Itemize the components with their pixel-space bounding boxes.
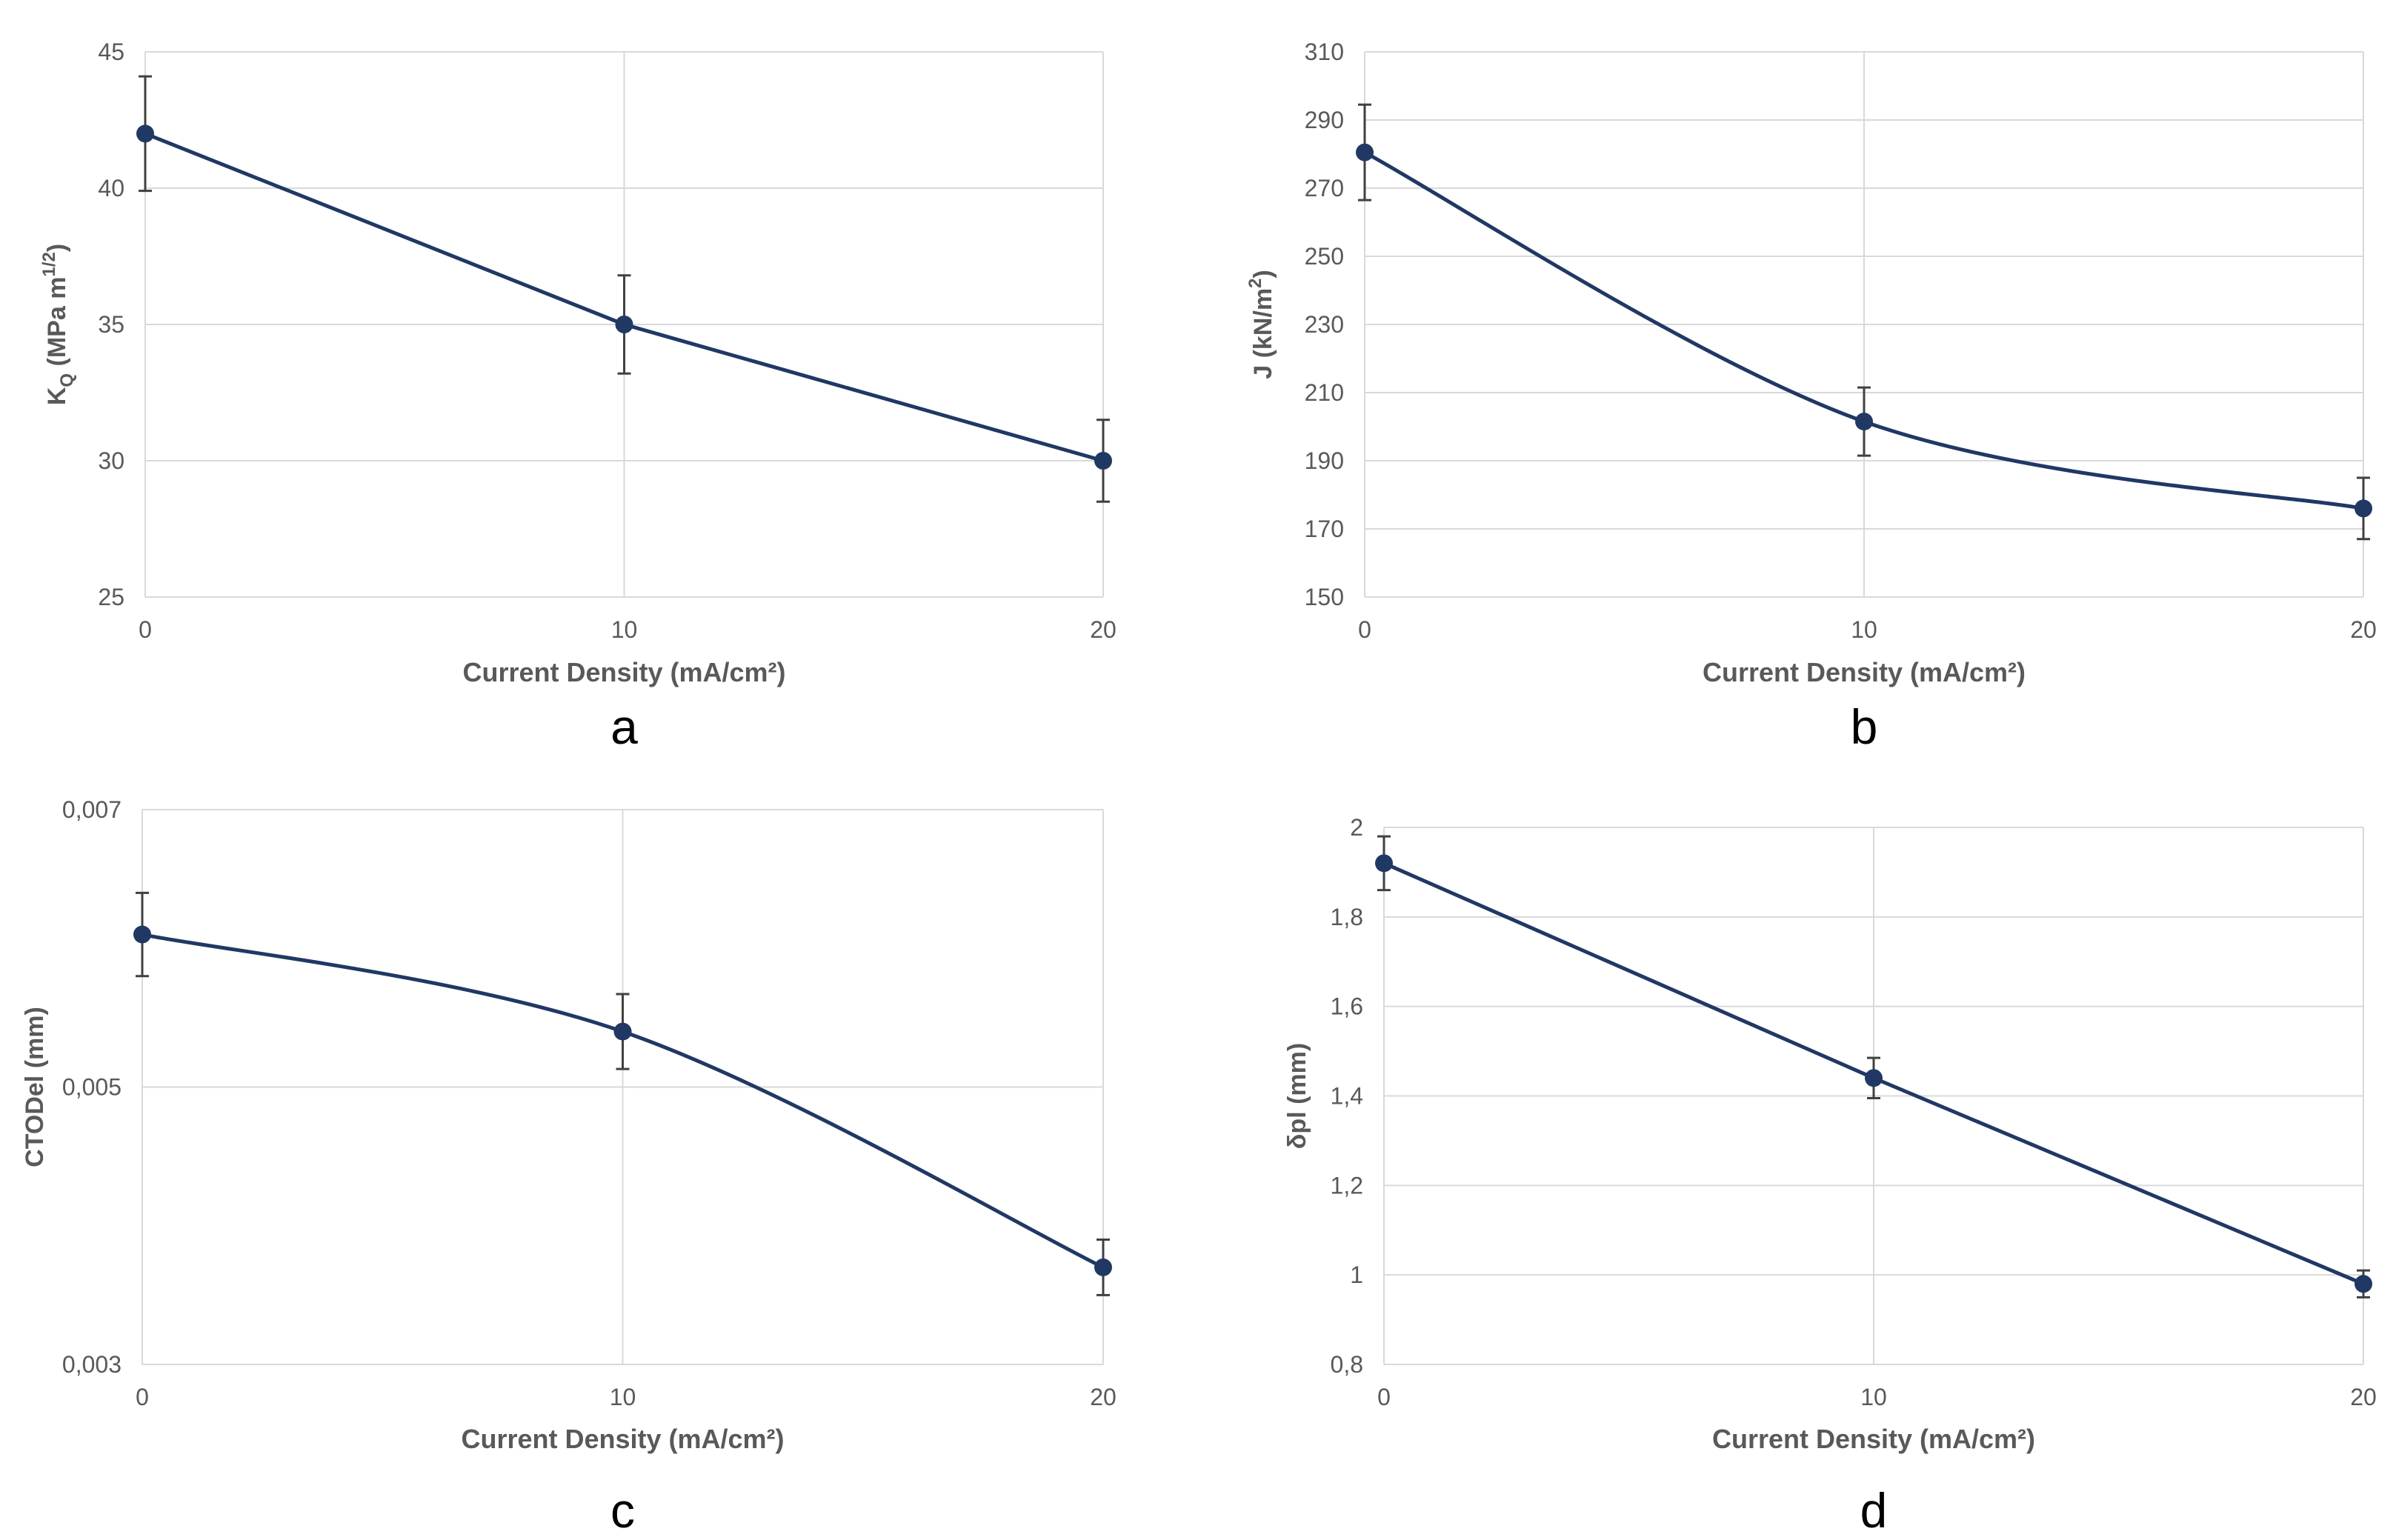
x-tick-label: 10 xyxy=(1851,616,1877,643)
x-axis-label: Current Density (mA/cm²) xyxy=(462,657,785,687)
y-tick-label: 25 xyxy=(98,584,124,610)
x-tick-label: 0 xyxy=(1377,1384,1391,1410)
y-axis-label: J (kN/m2) xyxy=(1245,270,1277,379)
data-point xyxy=(1865,1069,1883,1087)
y-axis-label-part: 2 xyxy=(1245,279,1265,288)
y-axis-label-part: 1/2 xyxy=(39,252,59,276)
x-tick-label: 20 xyxy=(1090,616,1117,643)
data-point xyxy=(615,316,633,333)
x-axis-label: Current Density (mA/cm²) xyxy=(461,1424,784,1454)
y-tick-label: 290 xyxy=(1305,107,1344,133)
chart-panel-b: 150 170 190 210 230 250 270 290 310 0 10 20 Current … xyxy=(1245,39,2377,754)
data-point xyxy=(1356,143,1374,161)
data-point xyxy=(1094,452,1112,470)
y-axis-label-part: ) xyxy=(43,244,71,252)
y-axis-label: δpl (mm) xyxy=(1283,1043,1311,1149)
panel-letter: d xyxy=(1860,1483,1888,1538)
data-point xyxy=(1375,854,1393,873)
x-axis-label: Current Density (mA/cm²) xyxy=(1712,1424,2035,1454)
y-tick-label: 270 xyxy=(1305,175,1344,201)
x-tick-label: 20 xyxy=(2350,616,2377,643)
data-point xyxy=(1094,1258,1112,1276)
y-tick-label: 30 xyxy=(98,447,124,474)
chart-panel-a: 25 30 35 40 45 0 10 20 Current Density (mA/cm²) K… xyxy=(39,39,1117,754)
y-axis-label: KQ (MPa m1/2) xyxy=(39,244,77,405)
y-axis-label-part: CTODel (mm) xyxy=(21,1007,49,1167)
y-tick-label: 230 xyxy=(1305,311,1344,338)
y-axis-label-part: Q xyxy=(57,373,77,387)
y-axis-label-part: K xyxy=(43,387,71,405)
y-tick-label: 1,2 xyxy=(1331,1172,1363,1199)
y-tick-label: 210 xyxy=(1305,379,1344,406)
x-tick-label: 0 xyxy=(136,1384,149,1410)
data-point xyxy=(2355,1275,2372,1293)
y-tick-label: 150 xyxy=(1305,584,1344,610)
x-tick-label: 10 xyxy=(611,616,638,643)
x-tick-label: 20 xyxy=(1090,1384,1117,1410)
panel-letter: b xyxy=(1851,699,1878,754)
y-axis-label-part: (MPa m xyxy=(43,277,71,373)
y-tick-label: 250 xyxy=(1305,243,1344,270)
y-tick-label: 1,4 xyxy=(1331,1083,1363,1110)
y-tick-label: 0,8 xyxy=(1331,1351,1363,1378)
y-tick-label: 2 xyxy=(1350,814,1363,841)
data-point xyxy=(613,1022,632,1041)
x-tick-label: 10 xyxy=(610,1384,636,1410)
y-tick-label: 0,007 xyxy=(62,796,122,823)
x-tick-label: 0 xyxy=(1358,616,1371,643)
panel-letter: a xyxy=(610,699,638,754)
y-tick-label: 170 xyxy=(1305,516,1344,542)
data-point xyxy=(136,124,154,143)
y-tick-label: 45 xyxy=(98,39,124,65)
y-axis-label-part: ) xyxy=(1249,270,1277,278)
data-point xyxy=(2355,499,2372,518)
y-tick-label: 0,003 xyxy=(62,1351,122,1378)
x-tick-label: 10 xyxy=(1860,1384,1887,1410)
y-tick-label: 1 xyxy=(1350,1261,1363,1288)
x-tick-label: 0 xyxy=(139,616,152,643)
x-axis-label: Current Density (mA/cm²) xyxy=(1703,657,2026,687)
data-point xyxy=(133,925,151,944)
y-axis-label-part: J (kN/m xyxy=(1249,288,1277,379)
x-tick-label: 20 xyxy=(2350,1384,2377,1410)
y-tick-label: 1,8 xyxy=(1331,904,1363,930)
y-tick-label: 0,005 xyxy=(62,1074,122,1101)
y-tick-label: 310 xyxy=(1305,39,1344,65)
y-axis-label: CTODel (mm) xyxy=(21,1007,49,1167)
y-axis-label-part: δpl (mm) xyxy=(1283,1043,1311,1149)
y-tick-label: 1,6 xyxy=(1331,993,1363,1020)
y-tick-label: 35 xyxy=(98,311,124,338)
y-tick-label: 190 xyxy=(1305,447,1344,474)
data-point xyxy=(1855,413,1873,431)
chart-panel-c: 0,003 0,005 0,007 0 10 20 Current Density (mA/… xyxy=(21,796,1117,1538)
panel-letter: c xyxy=(610,1483,635,1538)
y-tick-label: 40 xyxy=(98,175,124,201)
